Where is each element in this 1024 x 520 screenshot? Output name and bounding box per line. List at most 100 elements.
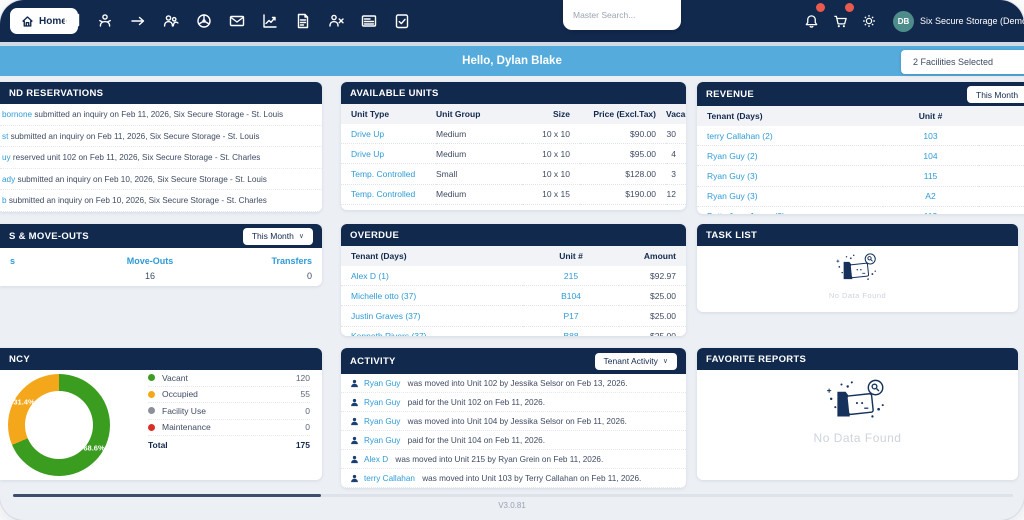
- card-task-list: TASK LIST No Data Found: [697, 224, 1018, 312]
- tasks-icon[interactable]: [390, 9, 414, 33]
- map-icon[interactable]: [60, 9, 84, 33]
- cell-value: $92.97: [619, 266, 686, 287]
- legend-label: Facility Use: [162, 405, 206, 416]
- revenue-period-button[interactable]: This Month: [967, 86, 1024, 103]
- activity-item: Ryan Guy paid for the Unit 104 on Feb 11…: [341, 431, 686, 450]
- cell-link[interactable]: 104: [883, 145, 978, 167]
- cell-value: 10 x 15: [522, 184, 580, 205]
- home-tab-label: Home: [39, 15, 67, 27]
- inquiry-text: submitted an inquiry on Feb 10, 2026, Si…: [6, 196, 267, 205]
- activity-filter-button[interactable]: Tenant Activity ∨: [594, 352, 677, 370]
- cell-value: Medium: [436, 143, 522, 165]
- stat-label[interactable]: Move-Outs: [126, 256, 174, 266]
- user-avatar[interactable]: DB: [893, 10, 914, 32]
- master-search-input[interactable]: [563, 0, 681, 30]
- inquiries-list: bornone submitted an inquiry on Feb 11, …: [0, 104, 322, 212]
- tab-home[interactable]: Home: [10, 8, 78, 34]
- activity-text: paid for the Unit 104 on Feb 11, 2026.: [405, 435, 545, 445]
- legend-row: Maintenance 0: [148, 420, 310, 436]
- no-data-text: No Data Found: [813, 431, 902, 445]
- cell-link[interactable]: Ryan Guy (3): [697, 165, 883, 187]
- tenant-link[interactable]: Ryan Guy: [364, 416, 401, 426]
- cell-link[interactable]: 103: [883, 126, 978, 147]
- billing-icon[interactable]: [357, 9, 381, 33]
- legend-label: Maintenance: [162, 422, 211, 433]
- scrollbar-thumb[interactable]: [13, 494, 321, 497]
- tenant-link[interactable]: ady: [2, 174, 16, 184]
- cell-link[interactable]: Ryan Guy (2): [697, 145, 883, 167]
- card-moveins-moveouts: S & MOVE-OUTS This Month ∨ s Move-Outs 16 T…: [0, 224, 322, 286]
- move-out-icon[interactable]: [324, 9, 348, 33]
- donut-label-occupied: 31.4%: [13, 397, 35, 407]
- tenant-link[interactable]: Ryan Guy: [364, 397, 401, 407]
- tenants-icon[interactable]: [159, 9, 183, 33]
- stat-label[interactable]: s: [10, 256, 16, 266]
- table-row: Temp. ControlledLarge10 x 20$250.003: [341, 204, 686, 210]
- cell-link[interactable]: B104: [523, 285, 619, 307]
- horizontal-scrollbar[interactable]: [13, 494, 1013, 497]
- revenue-period-label: This Month: [976, 89, 1019, 100]
- cell-link[interactable]: Kenneth Rivers (37): [341, 326, 523, 336]
- cell-link[interactable]: 215: [523, 266, 619, 287]
- total-label: Total: [148, 440, 168, 450]
- tenant-link[interactable]: Ryan Guy: [364, 435, 401, 445]
- legend-total-row: Total 175: [148, 436, 310, 454]
- moveins-stat: Transfers 0: [212, 256, 312, 281]
- mail-icon[interactable]: [225, 9, 249, 33]
- cell-value: 4: [666, 143, 686, 165]
- cell-link[interactable]: Ryan Guy (3): [697, 186, 883, 207]
- cell-value: 10 x 20: [522, 204, 580, 210]
- cell-value: $25.00: [619, 326, 686, 336]
- cell-link[interactable]: Drive Up: [341, 143, 436, 165]
- tenant-link[interactable]: bornone: [2, 110, 33, 119]
- cart-button[interactable]: [829, 3, 854, 32]
- cell-link[interactable]: 115: [883, 165, 978, 187]
- cell-link[interactable]: Temp. Controlled: [341, 163, 436, 185]
- moveins-period-button[interactable]: This Month ∨: [242, 227, 313, 245]
- kiosk-icon[interactable]: [93, 9, 117, 33]
- cell-link[interactable]: Temp. Controlled: [341, 204, 436, 210]
- gate-icon[interactable]: [192, 9, 216, 33]
- greeting-text: Hello, Dylan Blake: [462, 55, 562, 67]
- column-header: Price (Excl.Tax): [580, 104, 666, 124]
- cart-badge: [845, 3, 854, 12]
- cell-link[interactable]: Drive Up: [341, 124, 436, 145]
- settings-button[interactable]: [858, 10, 880, 32]
- inquiry-item: ise submitted an inquiry on Feb 9, 2026,…: [0, 212, 322, 213]
- table-row: Drive Up Medium 10 x 10 $90.00 30: [341, 124, 686, 145]
- arrow-right-icon[interactable]: [126, 9, 150, 33]
- table-row: Drive Up Medium 10 x 10 $95.00 4: [341, 143, 686, 165]
- cell-link[interactable]: 112: [883, 206, 978, 214]
- cell-value: $25.00: [619, 285, 686, 307]
- cell-link[interactable]: B88: [523, 326, 619, 336]
- tenant-link[interactable]: st: [2, 131, 9, 141]
- activity-text: was moved into Unit 104 by Jessika Selso…: [405, 416, 627, 426]
- cell-link[interactable]: Temp. Controlled: [341, 184, 436, 205]
- stat-label[interactable]: Transfers: [271, 256, 312, 266]
- card-title: ND RESERVATIONS: [9, 87, 104, 99]
- reports-icon[interactable]: [258, 9, 282, 33]
- tenant-link[interactable]: terry Callahan: [364, 473, 415, 483]
- legend-label: Occupied: [162, 389, 198, 400]
- tenant-link[interactable]: Ryan Guy: [364, 378, 401, 388]
- tenant-link[interactable]: uy: [2, 153, 11, 162]
- cell-link[interactable]: Michelle otto (37): [341, 285, 523, 307]
- cell-link[interactable]: Justin Graves (37): [341, 305, 523, 327]
- cell-link[interactable]: Alex D (1): [341, 266, 523, 287]
- inquiry-item: b submitted an inquiry on Feb 10, 2026, …: [0, 190, 322, 212]
- legend-value: 55: [300, 389, 310, 400]
- column-header: Unit Type: [341, 104, 436, 124]
- documents-icon[interactable]: [291, 9, 315, 33]
- notifications-button[interactable]: [800, 3, 825, 32]
- cell-link[interactable]: terry Callahan (2): [697, 126, 883, 147]
- tenant-link[interactable]: Alex D: [364, 454, 389, 464]
- facilities-selector[interactable]: 2 Facilities Selected: [901, 50, 1024, 74]
- tenant-link[interactable]: b: [2, 196, 7, 205]
- cell-link[interactable]: P17: [523, 305, 619, 327]
- legend-dot-icon: [148, 407, 155, 415]
- cell-link[interactable]: A2: [883, 186, 978, 207]
- person-icon: [351, 455, 358, 463]
- table-row: Betty Jean Jones (3)112: [697, 206, 1024, 214]
- cell-link[interactable]: Betty Jean Jones (3): [697, 206, 883, 214]
- account-name[interactable]: Six Secure Storage (Demo): [920, 16, 1024, 26]
